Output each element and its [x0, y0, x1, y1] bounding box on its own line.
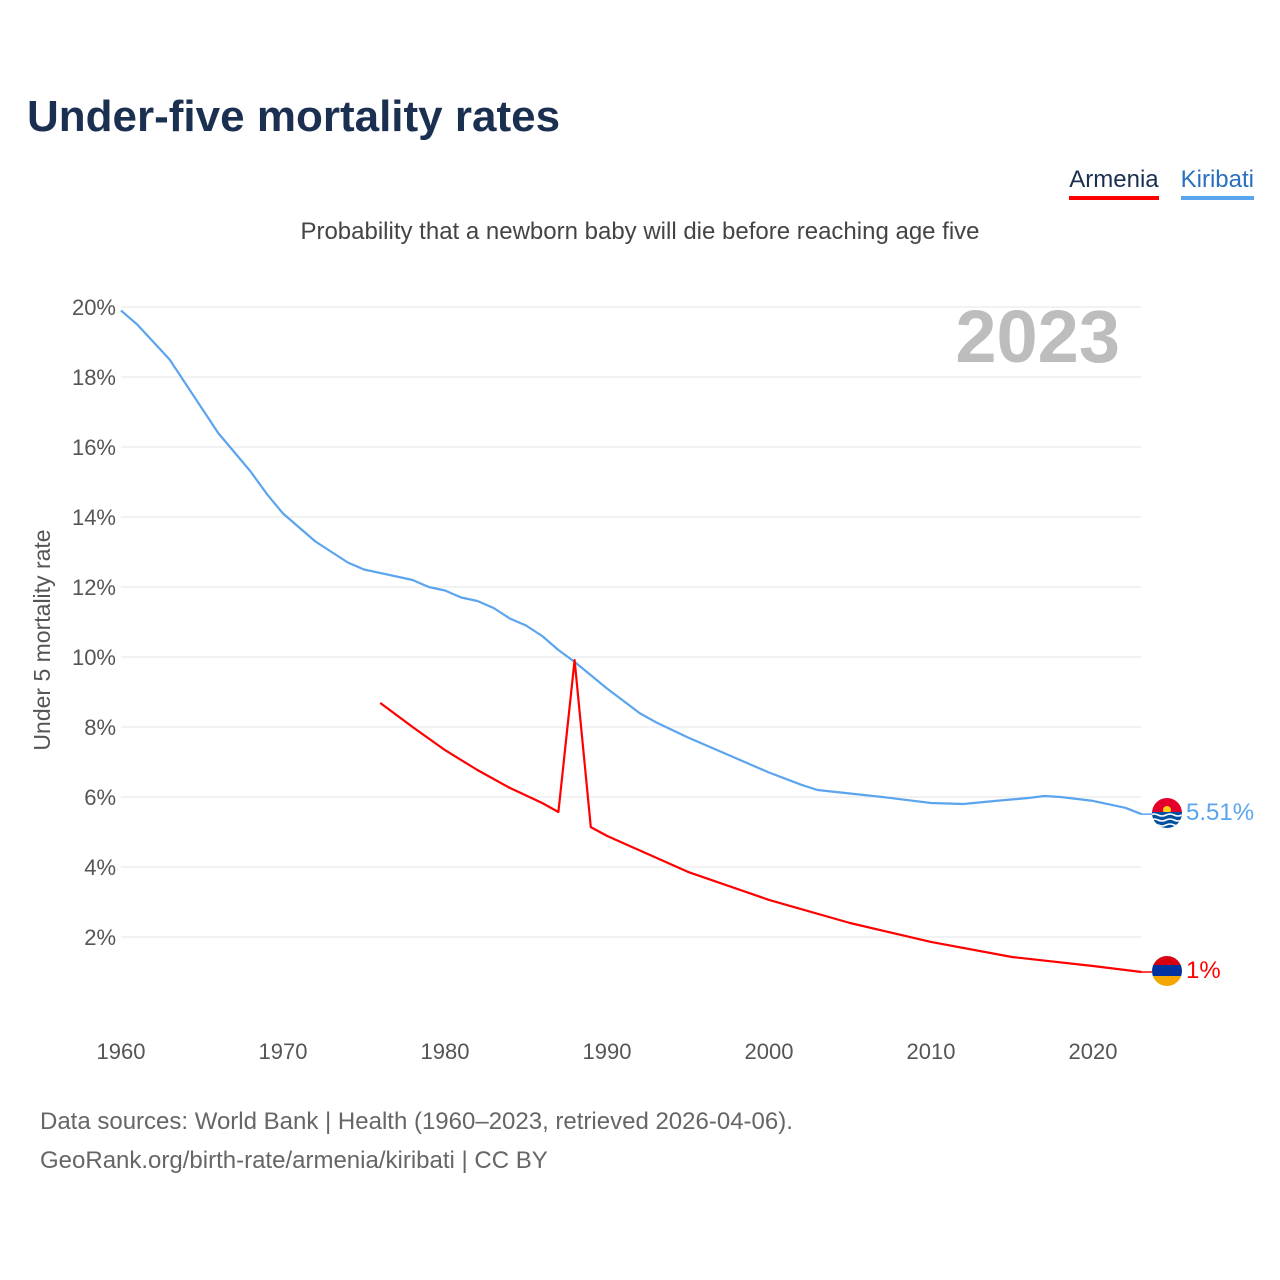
x-tick-label: 1970 — [259, 1039, 308, 1064]
source-line-1: Data sources: World Bank | Health (1960–… — [40, 1108, 793, 1135]
y-tick-label: 20% — [72, 295, 116, 320]
x-tick-label: 1990 — [583, 1039, 632, 1064]
y-tick-label: 4% — [84, 855, 116, 880]
y-axis-label: Under 5 mortality rate — [29, 529, 55, 750]
x-tick-label: 2000 — [745, 1039, 794, 1064]
legend: Armenia Kiribati — [1069, 166, 1254, 200]
x-tick-label: 1980 — [421, 1039, 470, 1064]
y-tick-label: 2% — [84, 925, 116, 950]
x-tick-label: 1960 — [97, 1039, 146, 1064]
y-tick-label: 14% — [72, 505, 116, 530]
y-tick-label: 16% — [72, 435, 116, 460]
y-tick-label: 12% — [72, 575, 116, 600]
legend-armenia[interactable]: Armenia — [1069, 166, 1159, 200]
legend-kiribati[interactable]: Kiribati — [1180, 166, 1254, 200]
x-tick-label: 2020 — [1069, 1039, 1118, 1064]
kiribati-flag-icon — [1152, 798, 1182, 828]
y-tick-label: 10% — [72, 645, 116, 670]
x-tick-label: 2010 — [907, 1039, 956, 1064]
kiribati-end-label: 5.51% — [1186, 799, 1254, 826]
chart-title: Under-five mortality rates — [27, 92, 561, 141]
y-tick-label: 18% — [72, 365, 116, 390]
y-tick-label: 8% — [84, 715, 116, 740]
y-tick-label: 6% — [84, 785, 116, 810]
armenia-end-label: 1% — [1186, 957, 1221, 984]
series-line-kiribati — [120, 309, 1143, 816]
series-line-armenia — [379, 659, 1142, 974]
armenia-flag-icon — [1152, 956, 1182, 986]
source-line-2: GeoRank.org/birth-rate/armenia/kiribati … — [40, 1147, 548, 1174]
chart-subtitle: Probability that a newborn baby will die… — [300, 218, 980, 245]
year-watermark: 2023 — [955, 295, 1120, 378]
